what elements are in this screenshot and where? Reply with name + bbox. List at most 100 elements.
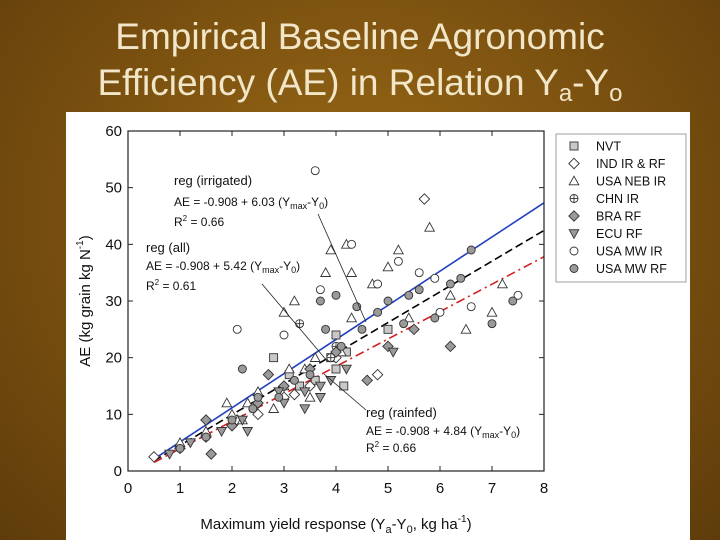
point-usa-neb-ir-28	[278, 306, 290, 317]
legend-label-5: ECU RF	[596, 227, 643, 241]
point-chn-ir-2	[326, 353, 336, 363]
legend-label-3: CHN IR	[596, 192, 639, 206]
x-tick-label-3: 3	[280, 480, 288, 497]
x-tick-label-5: 5	[384, 480, 392, 497]
point-usa-mw-rf-8	[331, 290, 341, 300]
legend-marker-5	[568, 229, 580, 240]
point-nvt-2	[331, 330, 341, 340]
point-usa-neb-ir-9	[309, 351, 321, 362]
data-points	[148, 166, 523, 463]
legend-label-4: BRA RF	[596, 210, 642, 224]
point-ecu-rf-5	[278, 398, 290, 409]
point-usa-neb-ir-29	[221, 397, 233, 408]
point-usa-mw-rf-9	[352, 302, 362, 312]
point-ecu-rf-6	[299, 404, 311, 415]
point-ind-ir-rf-9	[418, 193, 431, 205]
point-usa-mw-rf-24	[336, 341, 346, 351]
slide-title: Empirical Baseline Agronomic Efficiency …	[0, 14, 720, 117]
reg-all-r2: R2 = 0.61	[146, 278, 196, 293]
x-tick-label-8: 8	[540, 480, 548, 497]
regression-line-2	[153, 256, 545, 464]
point-usa-mw-ir-2	[279, 330, 289, 340]
point-ecu-rf-4	[242, 427, 254, 438]
point-usa-mw-ir-3	[315, 285, 325, 295]
point-usa-mw-rf-13	[399, 319, 409, 329]
chart-panel: 0 1 2 3 4 5 6 7 8 0 10 20 30 40 50 60 Maximum yield res…	[66, 112, 690, 540]
legend-label-2: USA NEB IR	[596, 175, 666, 189]
y-tick-label-2: 20	[105, 350, 122, 367]
legend-marker-4	[568, 210, 580, 222]
annotation-all: reg (all) AE = -0.908 + 5.42 (Ymax-Y0) R…	[146, 240, 300, 293]
point-usa-mw-rf-2	[227, 415, 237, 425]
reg-rainfed-r2: R2 = 0.66	[366, 440, 416, 455]
legend-marker-3	[569, 194, 579, 203]
y-tick-label-0: 0	[114, 463, 122, 480]
reg-irrigated-name: reg (irrigated)	[174, 173, 252, 188]
point-ind-ir-rf-6	[304, 380, 316, 392]
legend-label-7: USA MW RF	[596, 262, 667, 276]
point-usa-neb-ir-17	[424, 221, 436, 232]
legend-entries: NVT IND IR & RF USA NEB IR CHN IR BRA RF ECU …	[568, 140, 667, 276]
y-tick-label-3: 30	[105, 293, 122, 310]
point-bra-rf-0	[200, 414, 212, 426]
point-usa-mw-rf-25	[404, 290, 414, 300]
point-usa-mw-rf-21	[321, 324, 331, 334]
regression-line-1	[153, 229, 545, 462]
point-ecu-rf-1	[184, 438, 196, 449]
point-usa-mw-rf-11	[373, 307, 383, 317]
reg-rainfed-equation: AE = -0.908 + 4.84 (Ymax-Y0)	[366, 424, 520, 440]
point-usa-neb-ir-21	[460, 323, 472, 334]
legend-label-0: NVT	[596, 140, 621, 154]
reg-rainfed-name: reg (rainfed)	[366, 405, 437, 420]
point-ecu-rf-9	[273, 387, 285, 398]
point-usa-mw-ir-11	[393, 256, 403, 266]
point-usa-neb-ir-26	[346, 312, 358, 323]
point-ecu-rf-11	[387, 347, 399, 358]
point-usa-mw-rf-20	[508, 296, 518, 306]
point-nvt-8	[269, 353, 279, 363]
point-nvt-5	[383, 324, 393, 334]
point-ind-ir-rf-0	[148, 450, 160, 463]
point-ecu-rf-3	[236, 415, 248, 426]
point-ind-ir-rf-8	[288, 388, 301, 401]
point-usa-mw-rf-0	[175, 443, 185, 453]
point-usa-mw-ir-5	[414, 268, 424, 278]
point-usa-mw-rf-18	[466, 245, 476, 255]
point-usa-mw-ir-10	[347, 239, 357, 249]
point-usa-neb-ir-10	[320, 266, 332, 277]
annotation-rainfed: reg (rainfed) AE = -0.908 + 4.84 (Ymax-Y…	[366, 405, 520, 455]
point-bra-rf-6	[361, 374, 374, 387]
reg-irrigated-equation: AE = -0.908 + 6.03 (Ymax-Y0)	[174, 195, 328, 211]
point-usa-mw-ir-9	[513, 290, 523, 300]
point-usa-mw-rf-10	[357, 324, 367, 334]
point-usa-mw-rf-1	[201, 432, 211, 442]
point-nvt-7	[295, 381, 305, 391]
point-usa-neb-ir-13	[346, 266, 358, 277]
regression-line-0	[153, 202, 545, 460]
point-usa-neb-ir-19	[486, 306, 498, 317]
title-line-2: Efficiency (AE) in Relation Ya-Yo	[97, 62, 623, 107]
x-tick-label-2: 2	[228, 480, 236, 497]
point-ecu-rf-8	[340, 364, 352, 375]
point-nvt-3	[310, 375, 320, 385]
scatter-chart: 0 1 2 3 4 5 6 7 8 0 10 20 30 40 50 60 Maximum yield res…	[75, 123, 687, 536]
x-axis-title: Maximum yield response (Ya-Y0, kg ha-1)	[200, 514, 471, 536]
point-usa-mw-rf-5	[289, 375, 299, 385]
point-bra-rf-8	[408, 323, 420, 336]
point-usa-mw-rf-12	[383, 296, 393, 306]
x-tick-label-4: 4	[332, 480, 340, 497]
y-tick-label-1: 10	[105, 406, 122, 423]
legend: NVT IND IR & RF USA NEB IR CHN IR BRA RF ECU …	[555, 133, 687, 283]
x-tick-label-0: 0	[124, 480, 132, 497]
point-usa-mw-rf-16	[445, 279, 455, 289]
point-usa-mw-ir-0	[310, 166, 320, 176]
point-usa-neb-ir-24	[304, 391, 316, 402]
y-tick-label-5: 50	[105, 180, 122, 197]
point-bra-rf-3	[278, 380, 290, 392]
point-usa-neb-ir-18	[444, 289, 456, 300]
leader-line-all	[261, 283, 329, 363]
reg-irrigated-r2: R2 = 0.66	[174, 214, 224, 229]
point-bra-rf-11	[205, 448, 218, 460]
point-ecu-rf-2	[216, 427, 228, 438]
point-ind-ir-rf-10	[371, 368, 384, 381]
